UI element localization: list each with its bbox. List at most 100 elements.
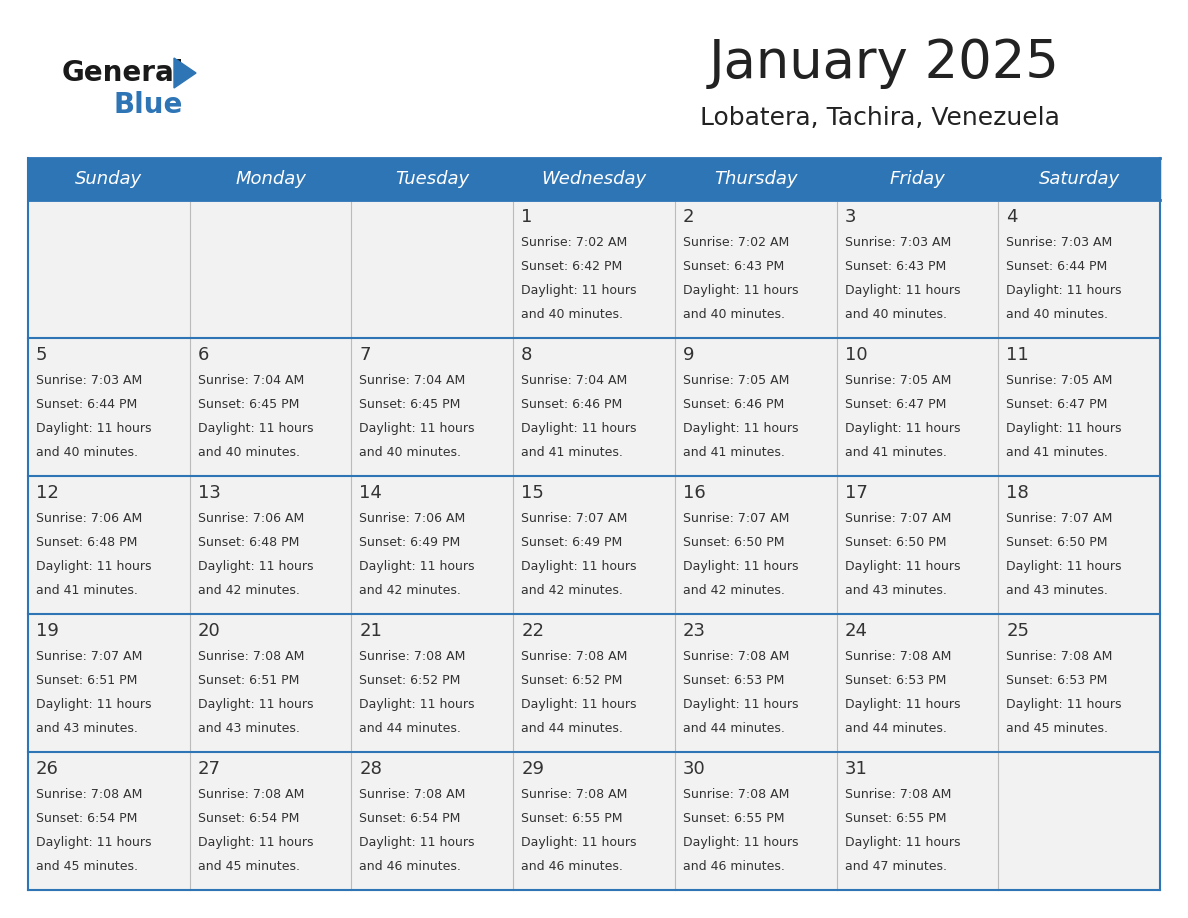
Text: Saturday: Saturday — [1038, 170, 1120, 188]
Bar — [29, 614, 190, 752]
Text: Daylight: 11 hours: Daylight: 11 hours — [36, 422, 152, 435]
Text: 4: 4 — [1006, 208, 1018, 226]
Text: Sunrise: 7:03 AM: Sunrise: 7:03 AM — [1006, 236, 1112, 249]
Text: and 45 minutes.: and 45 minutes. — [1006, 722, 1108, 735]
Text: Sunset: 6:53 PM: Sunset: 6:53 PM — [845, 674, 946, 688]
Text: and 40 minutes.: and 40 minutes. — [36, 446, 138, 459]
Text: and 43 minutes.: and 43 minutes. — [1006, 585, 1108, 598]
Text: and 41 minutes.: and 41 minutes. — [683, 446, 785, 459]
Text: 2: 2 — [683, 208, 694, 226]
Text: Wednesday: Wednesday — [542, 170, 646, 188]
Bar — [352, 338, 513, 476]
Text: and 40 minutes.: and 40 minutes. — [360, 446, 461, 459]
Text: Sunset: 6:52 PM: Sunset: 6:52 PM — [522, 674, 623, 688]
Text: Sunrise: 7:03 AM: Sunrise: 7:03 AM — [36, 374, 143, 387]
Text: Daylight: 11 hours: Daylight: 11 hours — [360, 699, 475, 711]
Text: Daylight: 11 hours: Daylight: 11 hours — [197, 836, 314, 849]
Text: Sunrise: 7:04 AM: Sunrise: 7:04 AM — [522, 374, 627, 387]
Text: Daylight: 11 hours: Daylight: 11 hours — [845, 560, 960, 574]
Text: Daylight: 11 hours: Daylight: 11 hours — [683, 836, 798, 849]
Bar — [513, 338, 675, 476]
Text: Sunset: 6:45 PM: Sunset: 6:45 PM — [197, 398, 299, 411]
Text: Daylight: 11 hours: Daylight: 11 hours — [36, 836, 152, 849]
Text: and 47 minutes.: and 47 minutes. — [845, 860, 947, 873]
Text: and 40 minutes.: and 40 minutes. — [197, 446, 299, 459]
Text: Sunset: 6:50 PM: Sunset: 6:50 PM — [1006, 536, 1107, 549]
Text: Sunrise: 7:07 AM: Sunrise: 7:07 AM — [522, 512, 627, 525]
Bar — [675, 614, 836, 752]
Bar — [513, 200, 675, 338]
Text: Daylight: 11 hours: Daylight: 11 hours — [522, 560, 637, 574]
Text: Daylight: 11 hours: Daylight: 11 hours — [1006, 422, 1121, 435]
Text: Sunrise: 7:05 AM: Sunrise: 7:05 AM — [683, 374, 789, 387]
Text: Sunrise: 7:08 AM: Sunrise: 7:08 AM — [36, 788, 143, 801]
Text: Daylight: 11 hours: Daylight: 11 hours — [845, 836, 960, 849]
Text: Blue: Blue — [114, 91, 183, 119]
Bar — [675, 200, 836, 338]
Text: 17: 17 — [845, 484, 867, 502]
Text: Sunrise: 7:08 AM: Sunrise: 7:08 AM — [197, 650, 304, 663]
Text: Sunset: 6:44 PM: Sunset: 6:44 PM — [36, 398, 138, 411]
Text: Daylight: 11 hours: Daylight: 11 hours — [845, 285, 960, 297]
Text: Daylight: 11 hours: Daylight: 11 hours — [522, 836, 637, 849]
Bar — [513, 614, 675, 752]
Text: Daylight: 11 hours: Daylight: 11 hours — [845, 699, 960, 711]
Text: Sunrise: 7:07 AM: Sunrise: 7:07 AM — [683, 512, 789, 525]
Text: Sunrise: 7:08 AM: Sunrise: 7:08 AM — [522, 650, 627, 663]
Text: Tuesday: Tuesday — [396, 170, 469, 188]
Text: Sunrise: 7:07 AM: Sunrise: 7:07 AM — [1006, 512, 1113, 525]
Text: and 42 minutes.: and 42 minutes. — [360, 585, 461, 598]
Text: Lobatera, Tachira, Venezuela: Lobatera, Tachira, Venezuela — [700, 106, 1060, 130]
Text: Daylight: 11 hours: Daylight: 11 hours — [522, 285, 637, 297]
Text: Sunset: 6:51 PM: Sunset: 6:51 PM — [36, 674, 138, 688]
Text: 23: 23 — [683, 622, 706, 640]
Text: 27: 27 — [197, 760, 221, 778]
Text: Daylight: 11 hours: Daylight: 11 hours — [1006, 285, 1121, 297]
Text: Friday: Friday — [890, 170, 946, 188]
Text: Sunset: 6:46 PM: Sunset: 6:46 PM — [522, 398, 623, 411]
Text: Sunset: 6:55 PM: Sunset: 6:55 PM — [845, 812, 946, 825]
Bar — [836, 338, 998, 476]
Bar — [836, 476, 998, 614]
Bar — [29, 200, 190, 338]
Text: Sunrise: 7:04 AM: Sunrise: 7:04 AM — [197, 374, 304, 387]
Text: Monday: Monday — [235, 170, 307, 188]
Text: Sunset: 6:55 PM: Sunset: 6:55 PM — [522, 812, 623, 825]
Text: 26: 26 — [36, 760, 59, 778]
Text: Daylight: 11 hours: Daylight: 11 hours — [36, 560, 152, 574]
Bar — [998, 200, 1159, 338]
Text: and 41 minutes.: and 41 minutes. — [36, 585, 138, 598]
Text: and 44 minutes.: and 44 minutes. — [360, 722, 461, 735]
Text: Sunrise: 7:08 AM: Sunrise: 7:08 AM — [683, 788, 789, 801]
Text: 7: 7 — [360, 346, 371, 364]
Text: Daylight: 11 hours: Daylight: 11 hours — [683, 285, 798, 297]
Text: 3: 3 — [845, 208, 857, 226]
Text: Sunset: 6:54 PM: Sunset: 6:54 PM — [197, 812, 299, 825]
Text: Sunrise: 7:08 AM: Sunrise: 7:08 AM — [197, 788, 304, 801]
Bar — [352, 200, 513, 338]
Text: Sunset: 6:43 PM: Sunset: 6:43 PM — [845, 260, 946, 274]
Text: 16: 16 — [683, 484, 706, 502]
Text: and 44 minutes.: and 44 minutes. — [845, 722, 947, 735]
Text: and 45 minutes.: and 45 minutes. — [36, 860, 138, 873]
Text: and 42 minutes.: and 42 minutes. — [522, 585, 623, 598]
Text: Sunrise: 7:08 AM: Sunrise: 7:08 AM — [845, 788, 950, 801]
Text: Sunset: 6:51 PM: Sunset: 6:51 PM — [197, 674, 299, 688]
Text: Thursday: Thursday — [714, 170, 797, 188]
Text: 5: 5 — [36, 346, 48, 364]
Text: 10: 10 — [845, 346, 867, 364]
Text: Sunset: 6:53 PM: Sunset: 6:53 PM — [1006, 674, 1107, 688]
Text: Sunset: 6:47 PM: Sunset: 6:47 PM — [1006, 398, 1107, 411]
Bar — [675, 476, 836, 614]
Text: Daylight: 11 hours: Daylight: 11 hours — [845, 422, 960, 435]
Text: Daylight: 11 hours: Daylight: 11 hours — [1006, 560, 1121, 574]
Polygon shape — [173, 58, 196, 88]
Bar — [836, 614, 998, 752]
Text: 13: 13 — [197, 484, 221, 502]
Bar — [998, 752, 1159, 890]
Text: and 42 minutes.: and 42 minutes. — [683, 585, 785, 598]
Text: 15: 15 — [522, 484, 544, 502]
Text: Sunset: 6:50 PM: Sunset: 6:50 PM — [683, 536, 784, 549]
Text: 30: 30 — [683, 760, 706, 778]
Text: and 40 minutes.: and 40 minutes. — [683, 308, 785, 321]
